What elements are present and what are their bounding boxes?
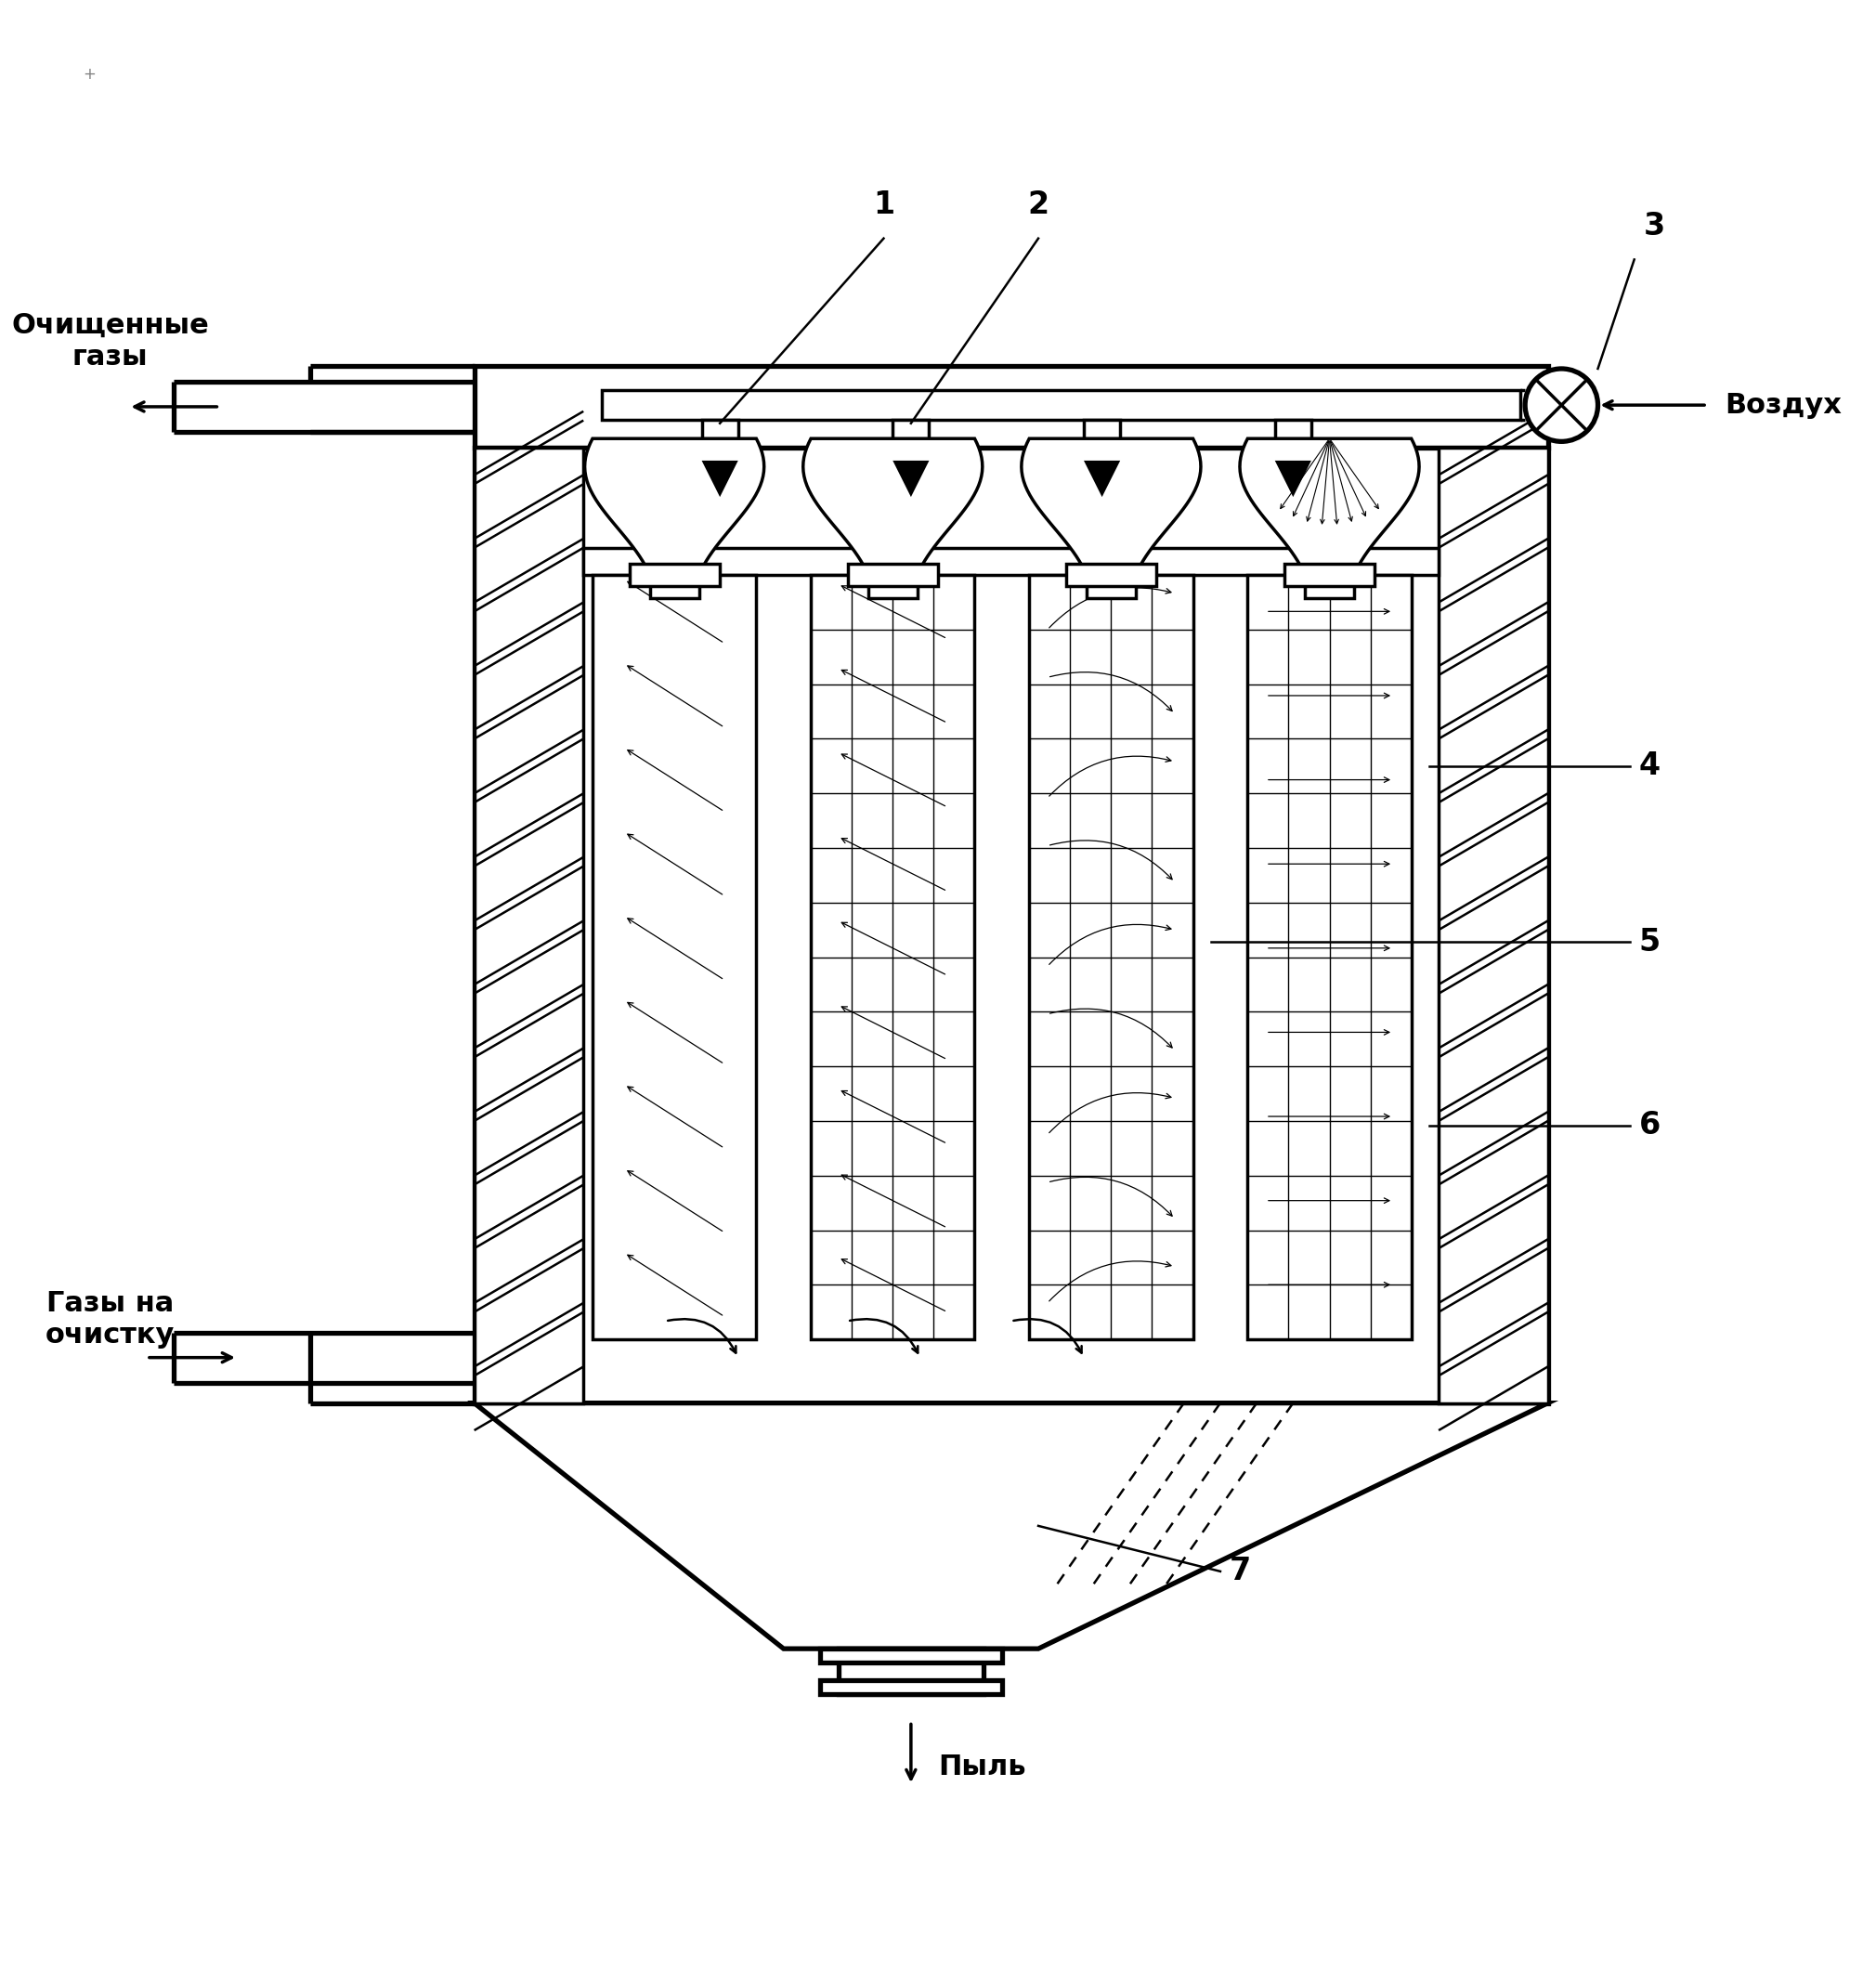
Circle shape <box>1525 368 1598 441</box>
Bar <box>820 1682 1002 1693</box>
Text: Газы на
очистку: Газы на очистку <box>45 1290 174 1349</box>
Polygon shape <box>475 447 583 1404</box>
Text: 2: 2 <box>1028 189 1049 221</box>
Bar <box>820 1648 1002 1662</box>
Bar <box>810 575 976 1339</box>
Bar <box>702 419 737 461</box>
Text: Воздух: Воздух <box>1726 392 1842 419</box>
Bar <box>1276 419 1311 461</box>
Polygon shape <box>803 439 983 575</box>
Polygon shape <box>1240 439 1418 575</box>
Text: 3: 3 <box>1643 211 1664 242</box>
Text: 6: 6 <box>1640 1111 1660 1140</box>
Bar <box>475 447 1548 1404</box>
Polygon shape <box>1084 461 1120 496</box>
Bar <box>1306 575 1354 599</box>
Polygon shape <box>475 1404 1548 1648</box>
Bar <box>628 563 719 587</box>
Bar <box>1248 575 1411 1339</box>
Bar <box>1086 575 1135 599</box>
Text: Пыль: Пыль <box>938 1754 1026 1780</box>
Bar <box>583 547 1439 575</box>
Text: +: + <box>83 65 96 83</box>
Bar <box>1066 563 1156 587</box>
Polygon shape <box>1276 461 1311 496</box>
Bar <box>475 366 1548 447</box>
Bar <box>869 575 917 599</box>
Polygon shape <box>702 461 737 496</box>
Bar <box>1285 563 1375 587</box>
Polygon shape <box>1439 447 1548 1404</box>
Bar <box>602 390 1521 419</box>
Text: Очищенные
газы: Очищенные газы <box>11 313 208 370</box>
Bar <box>848 563 938 587</box>
Polygon shape <box>1021 439 1201 575</box>
Bar <box>1030 575 1193 1339</box>
Text: 4: 4 <box>1640 750 1660 782</box>
Bar <box>649 575 700 599</box>
Polygon shape <box>585 439 764 575</box>
Bar <box>1084 419 1120 461</box>
Text: 5: 5 <box>1640 927 1660 957</box>
Polygon shape <box>893 461 929 496</box>
Bar <box>839 1648 983 1693</box>
Bar <box>593 575 756 1339</box>
Text: 7: 7 <box>1229 1556 1251 1587</box>
Text: 1: 1 <box>872 189 895 221</box>
Bar <box>893 419 929 461</box>
